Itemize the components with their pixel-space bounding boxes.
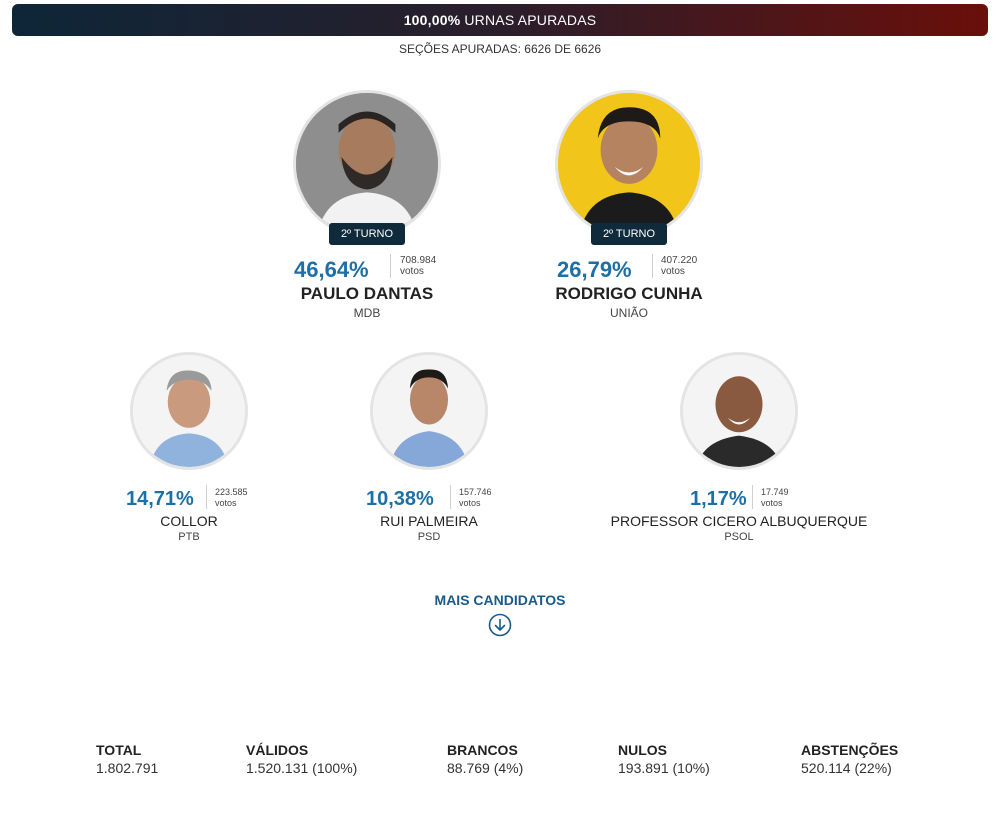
divider — [652, 254, 653, 278]
candidate-name: COLLOR — [160, 513, 218, 529]
more-candidates-link[interactable]: MAIS CANDIDATOS — [434, 592, 566, 608]
candidate-party: PSOL — [724, 531, 754, 543]
stat-value: 1.802.791 — [96, 760, 159, 776]
candidate-votes: 17.749 votos — [761, 487, 789, 509]
divider — [752, 485, 753, 509]
votes-label: votos — [459, 498, 481, 508]
votes-number: 407.220 — [661, 255, 698, 266]
candidate-votes: 407.220 votos — [661, 255, 697, 277]
progress-label: URNAS APURADAS — [464, 12, 597, 28]
candidate-party: UNIÃO — [609, 306, 648, 320]
candidate-party: PTB — [178, 531, 200, 543]
stat-brancos: BRANCOS 88.769 (4%) — [447, 742, 523, 776]
candidate-name: RODRIGO CUNHA — [555, 284, 703, 303]
candidate-percent: 26,79% — [557, 257, 632, 282]
stat-label: NULOS — [618, 742, 667, 758]
person-silhouette-icon — [133, 355, 245, 467]
second-round-badge: 2º TURNO — [329, 223, 405, 245]
candidate-photo — [293, 90, 441, 238]
votes-number: 17.749 — [761, 487, 789, 497]
candidate-photo — [680, 352, 798, 470]
progress-percent: 100,00% — [403, 12, 461, 28]
stat-total: TOTAL 1.802.791 — [96, 742, 158, 776]
candidate-card-rui-palmeira[interactable]: 10,38% 157.746 votos RUI PALMEIRA PSD — [340, 350, 520, 550]
votes-number: 223.585 — [215, 487, 248, 497]
stat-value: 193.891 (10%) — [618, 760, 710, 776]
stat-label: TOTAL — [96, 742, 142, 758]
candidate-name: PROFESSOR CICERO ALBUQUERQUE — [610, 513, 868, 529]
candidate-card-paulo-dantas[interactable]: 2º TURNO 46,64% 708.984 votos PAULO DANT… — [260, 88, 480, 328]
candidate-percent: 46,64% — [294, 257, 369, 282]
candidate-name: PAULO DANTAS — [300, 284, 434, 303]
candidate-photo — [130, 352, 248, 470]
votes-label: votos — [761, 498, 783, 508]
divider — [450, 485, 451, 509]
divider — [206, 485, 207, 509]
candidate-votes: 223.585 votos — [215, 487, 248, 509]
stat-label: ABSTENÇÕES — [801, 742, 899, 758]
stat-abstencoes: ABSTENÇÕES 520.114 (22%) — [801, 742, 898, 776]
stat-label: BRANCOS — [447, 742, 518, 758]
stat-value: 88.769 (4%) — [447, 760, 524, 776]
divider — [390, 254, 391, 278]
candidate-votes: 157.746 votos — [459, 487, 492, 509]
sections-counted: SEÇÕES APURADAS: 6626 DE 6626 — [398, 42, 602, 56]
candidate-percent: 1,17% — [690, 488, 747, 510]
arrow-down-circle-icon[interactable] — [488, 613, 512, 637]
candidate-photo — [555, 90, 703, 238]
second-round-badge: 2º TURNO — [591, 223, 667, 245]
candidate-party: PSD — [417, 531, 441, 543]
candidate-name: RUI PALMEIRA — [380, 513, 478, 529]
candidate-card-rodrigo-cunha[interactable]: 2º TURNO 26,79% 407.220 votos RODRIGO CU… — [520, 88, 740, 328]
stat-value: 520.114 (22%) — [801, 760, 892, 776]
candidate-card-professor-cicero[interactable]: 1,17% 17.749 votos PROFESSOR CICERO ALBU… — [600, 350, 880, 550]
candidate-percent: 14,71% — [126, 488, 194, 510]
stat-nulos: NULOS 193.891 (10%) — [618, 742, 710, 776]
candidate-votes: 708.984 votos — [400, 255, 436, 277]
votes-number: 708.984 — [400, 255, 437, 266]
candidate-photo — [370, 352, 488, 470]
stat-label: VÁLIDOS — [246, 742, 309, 758]
apuracao-progress-bar: 100,00% URNAS APURADAS — [12, 4, 988, 36]
votes-label: votos — [400, 266, 424, 277]
stat-value: 1.520.131 (100%) — [246, 760, 358, 776]
candidate-card-collor[interactable]: 14,71% 223.585 votos COLLOR PTB — [100, 350, 280, 550]
person-silhouette-icon — [296, 93, 438, 235]
votes-number: 157.746 — [459, 487, 492, 497]
votes-label: votos — [661, 266, 685, 277]
candidate-percent: 10,38% — [366, 488, 434, 510]
person-silhouette-icon — [373, 355, 485, 467]
votes-label: votos — [215, 498, 237, 508]
person-silhouette-icon — [558, 93, 700, 235]
candidate-party: MDB — [353, 306, 381, 320]
person-silhouette-icon — [683, 355, 795, 467]
stat-validos: VÁLIDOS 1.520.131 (100%) — [246, 742, 357, 776]
